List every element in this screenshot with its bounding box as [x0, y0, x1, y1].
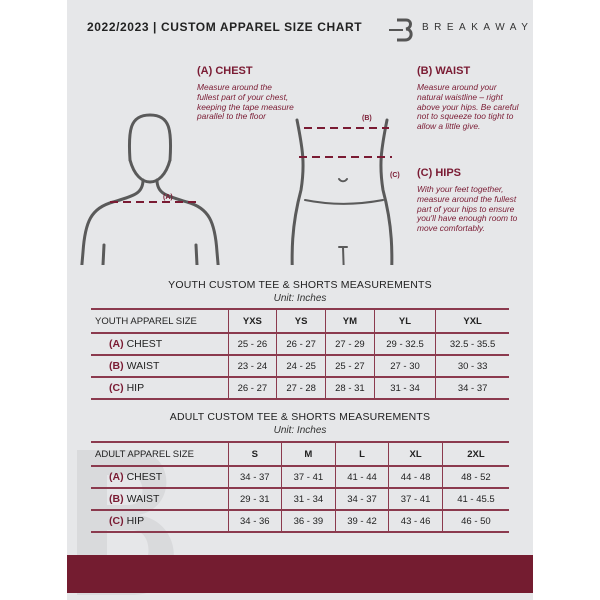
- size-column-header: L: [334, 441, 389, 467]
- measurement-name: HIP: [126, 515, 145, 527]
- measurement-value: 36 - 39: [281, 510, 336, 533]
- size-column-header: YXS: [227, 308, 277, 334]
- table-header-row: YOUTH APPAREL SIZE YXS YS YM YL YXL: [91, 308, 509, 334]
- adult-table-title: ADULT CUSTOM TEE & SHORTS MEASUREMENTS: [169, 411, 431, 423]
- measurement-value: 24 - 25: [276, 355, 326, 378]
- measurement-value: 34 - 37: [334, 488, 389, 511]
- table-row: (B) WAIST 29 - 31 31 - 34 34 - 37 37 - 41 41 -…: [91, 488, 509, 511]
- measurement-code: (C): [109, 382, 124, 394]
- table-row: (A) CHEST 34 - 37 37 - 41 41 - 44 44 - 48 48 -…: [91, 466, 509, 489]
- measurement-label: (B) WAIST: [91, 488, 228, 511]
- measurement-value: 27 - 30: [373, 355, 436, 378]
- size-label-header: ADULT APPAREL SIZE: [91, 441, 228, 467]
- measurement-name: CHEST: [126, 338, 163, 350]
- waist-marker: (B): [362, 115, 372, 122]
- waist-heading: (B) WAIST: [417, 65, 471, 77]
- measurement-value: 28 - 31: [325, 377, 375, 400]
- measurement-name: CHEST: [126, 471, 163, 483]
- size-column-header: YM: [325, 308, 375, 334]
- measurement-value: 29 - 32.5: [373, 333, 436, 356]
- page-title: 2022/2023 | CUSTOM APPAREL SIZE CHART: [87, 20, 363, 34]
- waist-instructions: Measure around your natural waistline – …: [417, 82, 519, 132]
- youth-table-title: YOUTH CUSTOM TEE & SHORTS MEASUREMENTS: [168, 279, 432, 291]
- measurement-value: 34 - 36: [227, 510, 282, 533]
- body-figures-illustration: [80, 113, 394, 265]
- size-column-header: YS: [276, 308, 326, 334]
- measurement-value: 39 - 42: [334, 510, 389, 533]
- table-row: (C) HIP 34 - 36 36 - 39 39 - 42 43 - 46 46 - 5…: [91, 510, 509, 533]
- brand-name: BREAKAWAY: [422, 22, 533, 33]
- measurement-code: (C): [109, 515, 124, 527]
- measurement-value: 25 - 27: [325, 355, 375, 378]
- adult-size-table: ADULT APPAREL SIZE S M L XL 2XL (A) CHEST 34 - 3…: [91, 441, 509, 533]
- measurement-label: (A) CHEST: [91, 333, 228, 356]
- breakaway-logo-icon: [389, 18, 413, 42]
- measurement-value: 31 - 34: [373, 377, 436, 400]
- measurement-label: (C) HIP: [91, 377, 228, 400]
- size-label-header: YOUTH APPAREL SIZE: [91, 308, 228, 334]
- size-column-header: XL: [388, 441, 443, 467]
- table-row: (C) HIP 26 - 27 27 - 28 28 - 31 31 - 34 34 - 3…: [91, 377, 509, 400]
- measurement-label: (C) HIP: [91, 510, 228, 533]
- measurement-value: 34 - 37: [227, 466, 282, 489]
- measurement-value: 26 - 27: [276, 333, 326, 356]
- size-column-header: M: [281, 441, 336, 467]
- measurement-label: (B) WAIST: [91, 355, 228, 378]
- chest-marker: (A): [163, 194, 173, 201]
- measurement-name: HIP: [126, 382, 145, 394]
- size-column-header: YL: [373, 308, 436, 334]
- footer-bar: [67, 555, 533, 593]
- size-chart-page: 2022/2023 | CUSTOM APPAREL SIZE CHART BR…: [67, 0, 533, 600]
- youth-table-unit: Unit: Inches: [273, 293, 327, 304]
- table-header-row: ADULT APPAREL SIZE S M L XL 2XL: [91, 441, 509, 467]
- measurement-value: 31 - 34: [281, 488, 336, 511]
- measurement-name: WAIST: [126, 360, 160, 372]
- measurement-value: 44 - 48: [388, 466, 443, 489]
- measurement-label: (A) CHEST: [91, 466, 228, 489]
- youth-size-table: YOUTH APPAREL SIZE YXS YS YM YL YXL (A) CHEST 25…: [91, 308, 509, 400]
- measurement-value: 27 - 29: [325, 333, 375, 356]
- measurement-code: (A): [109, 338, 124, 350]
- table-row: (A) CHEST 25 - 26 26 - 27 27 - 29 29 - 32.5 32…: [91, 333, 509, 356]
- chest-instructions: Measure around the fullest part of your …: [197, 82, 294, 122]
- adult-table-unit: Unit: Inches: [273, 425, 327, 436]
- measurement-value: 46 - 50: [441, 510, 509, 533]
- measurement-code: (B): [109, 360, 124, 372]
- table-row: (B) WAIST 23 - 24 24 - 25 25 - 27 27 - 30 30 -…: [91, 355, 509, 378]
- measurement-value: 48 - 52: [441, 466, 509, 489]
- measurement-value: 30 - 33: [435, 355, 509, 378]
- chest-heading: (A) CHEST: [197, 65, 253, 77]
- size-column-header: YXL: [435, 308, 509, 334]
- measurement-value: 27 - 28: [276, 377, 326, 400]
- measurement-value: 34 - 37: [435, 377, 509, 400]
- measurement-code: (A): [109, 471, 124, 483]
- hips-instructions: With your feet together, measure around …: [417, 184, 518, 234]
- measurement-value: 37 - 41: [281, 466, 336, 489]
- measurement-code: (B): [109, 493, 124, 505]
- size-column-header: S: [227, 441, 282, 467]
- measurement-value: 41 - 45.5: [441, 488, 509, 511]
- measurement-value: 29 - 31: [227, 488, 282, 511]
- hips-heading: (C) HIPS: [417, 167, 461, 179]
- measurement-value: 25 - 26: [227, 333, 277, 356]
- measurement-value: 37 - 41: [388, 488, 443, 511]
- measurement-value: 32.5 - 35.5: [435, 333, 509, 356]
- hips-marker: (C): [390, 172, 400, 179]
- measurement-value: 43 - 46: [388, 510, 443, 533]
- measurement-value: 41 - 44: [334, 466, 389, 489]
- measurement-name: WAIST: [126, 493, 160, 505]
- size-column-header: 2XL: [441, 441, 509, 467]
- measurement-value: 23 - 24: [227, 355, 277, 378]
- measurement-value: 26 - 27: [227, 377, 277, 400]
